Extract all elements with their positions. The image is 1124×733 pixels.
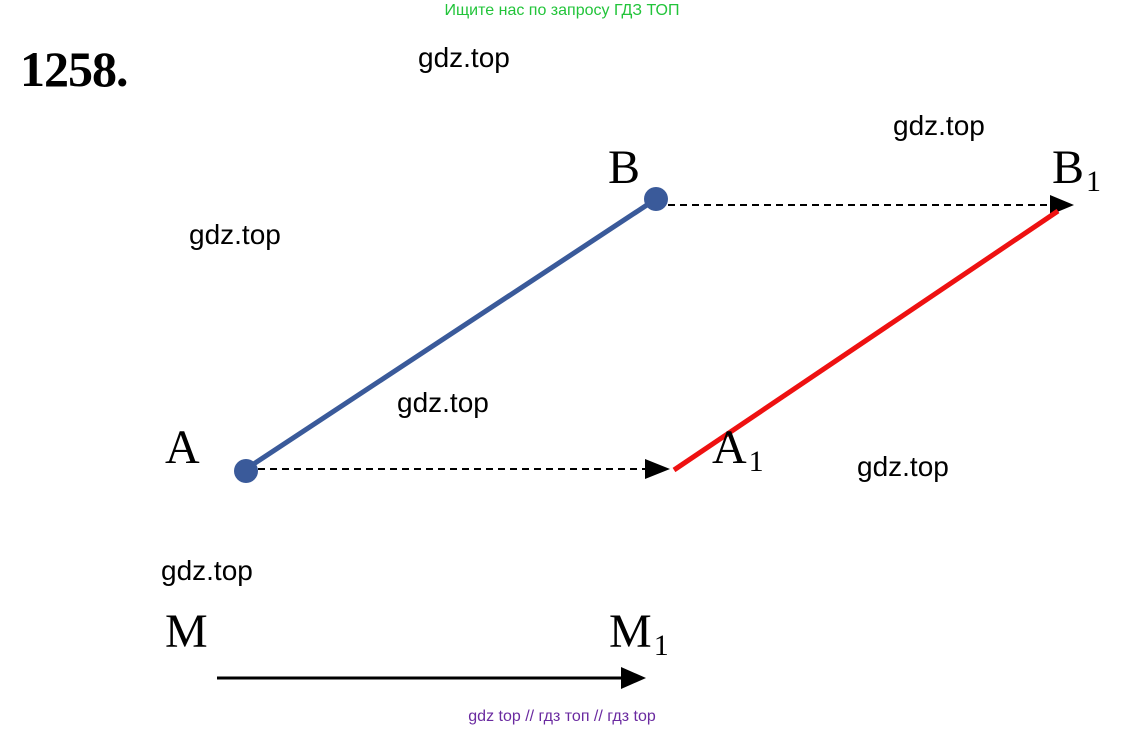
header-text: Ищите нас по запросу ГДЗ ТОП — [444, 2, 680, 19]
point-A-dot — [234, 459, 258, 483]
vector-MM1-arrowhead — [621, 667, 646, 689]
problem-number: 1258. — [20, 41, 128, 97]
watermark: gdz.top — [857, 451, 949, 482]
label-point-M1: M1 — [609, 605, 669, 662]
label-point-A1: A1 — [712, 421, 764, 478]
segment-A1B1 — [672, 208, 1060, 473]
label-point-B: B — [608, 141, 641, 194]
watermark: gdz.top — [189, 219, 281, 250]
watermark: gdz.top — [161, 555, 253, 586]
label-point-B1: B1 — [1052, 141, 1102, 198]
watermark: gdz.top — [418, 42, 510, 73]
point-B-dot — [644, 187, 668, 211]
segment-AB — [243, 196, 659, 472]
arrowhead-A1 — [645, 459, 670, 479]
watermark: gdz.top — [397, 387, 489, 418]
label-point-A: A — [165, 421, 200, 474]
label-point-M: M — [165, 605, 208, 658]
watermark: gdz.top — [893, 110, 985, 141]
footer-text: gdz top // гдз топ // гдз top — [468, 708, 656, 725]
